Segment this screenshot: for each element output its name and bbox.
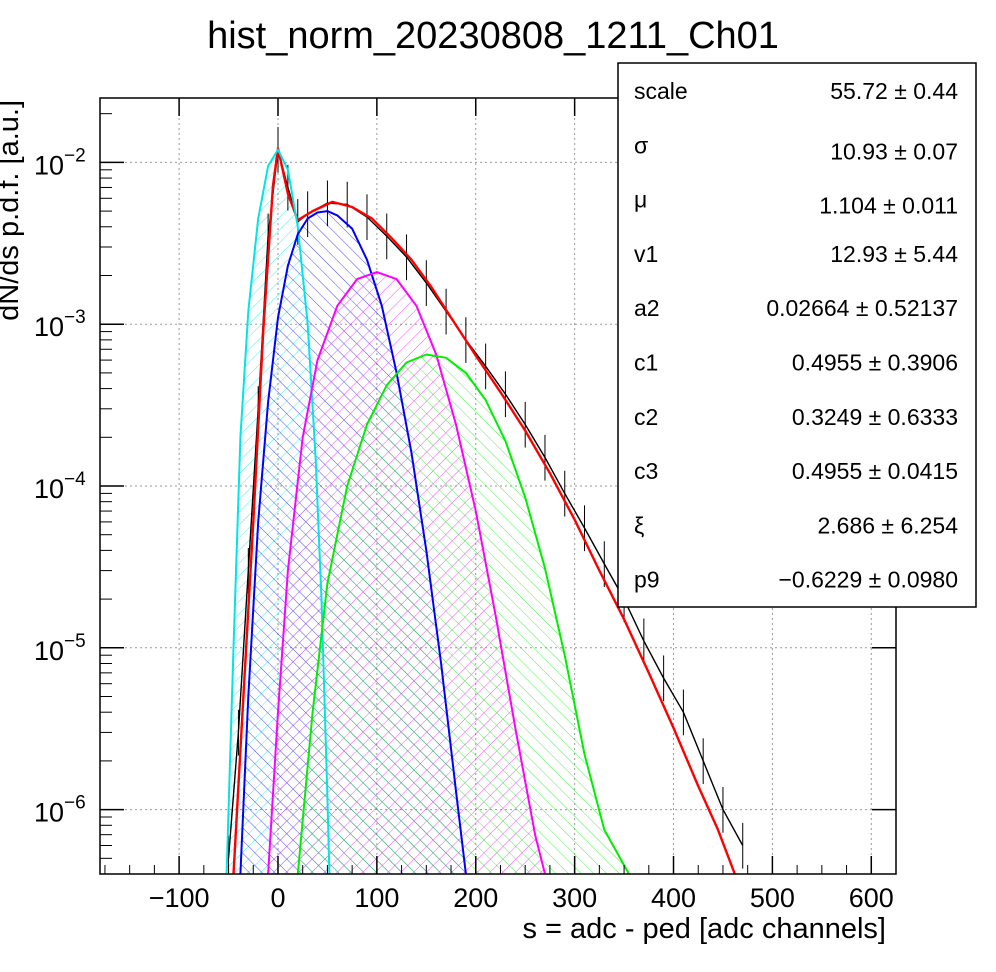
x-tick-label-0: −100: [149, 883, 210, 913]
fit-stats-box: scale 55.72 ± 0.44 σ 10.93 ± 0.07 μ 1.104 ± 0…: [617, 62, 977, 608]
x-tick-label-6: 500: [750, 883, 795, 913]
y-tick-label-1: 10−5: [34, 631, 86, 666]
stat-value-8: 2.686 ± 6.254: [817, 512, 958, 538]
stat-name-3: v1: [634, 241, 658, 267]
y-tick-label-2: 10−4: [34, 469, 86, 504]
chart-title: hist_norm_20230808_1211_Ch01: [207, 15, 779, 57]
stat-name-0: scale: [634, 78, 688, 104]
stat-value-3: 12.93 ± 5.44: [830, 241, 958, 267]
component-fill-4: [297, 354, 629, 874]
stat-value-6: 0.3249 ± 0.6333: [792, 404, 958, 430]
stat-value-9: −0.6229 ± 0.0980: [778, 567, 958, 593]
stat-name-1: σ: [634, 132, 648, 158]
y-axis-label: dN/ds p.d.f. [a.u.]: [0, 100, 25, 321]
y-tick-label-3: 10−3: [34, 307, 86, 342]
component-curve-3: [267, 271, 546, 875]
x-tick-label-7: 600: [849, 883, 894, 913]
x-axis-label: s = adc - ped [adc channels]: [522, 913, 886, 945]
x-tick-label-4: 300: [552, 883, 597, 913]
stat-name-7: c3: [634, 458, 658, 484]
x-tick-label-5: 400: [651, 883, 696, 913]
component-curve-2: [239, 210, 467, 875]
x-tick-label-2: 100: [354, 883, 399, 913]
total-fit-curve: [232, 147, 736, 875]
stat-value-2: 1.104 ± 0.011: [819, 193, 958, 219]
stat-name-6: c2: [634, 404, 658, 430]
stats-box-frame: [617, 62, 977, 608]
stat-value-0: 55.72 ± 0.44: [830, 78, 958, 104]
component-fills: [226, 149, 629, 875]
stat-value-4: 0.02664 ± 0.52137: [766, 295, 958, 321]
y-tick-label-4: 10−2: [34, 145, 86, 180]
stat-value-5: 0.4955 ± 0.3906: [792, 350, 958, 376]
stat-name-2: μ: [634, 187, 647, 213]
stat-name-8: ξ: [634, 512, 644, 538]
stat-name-5: c1: [634, 350, 658, 376]
stats-rows: scale 55.72 ± 0.44 σ 10.93 ± 0.07 μ 1.104 ± 0…: [634, 78, 958, 593]
component-curve-1: [225, 148, 331, 875]
x-tick-label-3: 200: [453, 883, 498, 913]
stat-value-7: 0.4955 ± 0.0415: [792, 458, 958, 484]
component-curve-4: [296, 353, 630, 875]
stat-name-4: a2: [634, 295, 660, 321]
x-tick-label-1: 0: [270, 883, 285, 913]
stat-name-9: p9: [634, 567, 660, 593]
fit-curves: [225, 147, 736, 875]
stat-value-1: 10.93 ± 0.07: [830, 138, 958, 164]
y-tick-label-0: 10−6: [34, 793, 86, 828]
